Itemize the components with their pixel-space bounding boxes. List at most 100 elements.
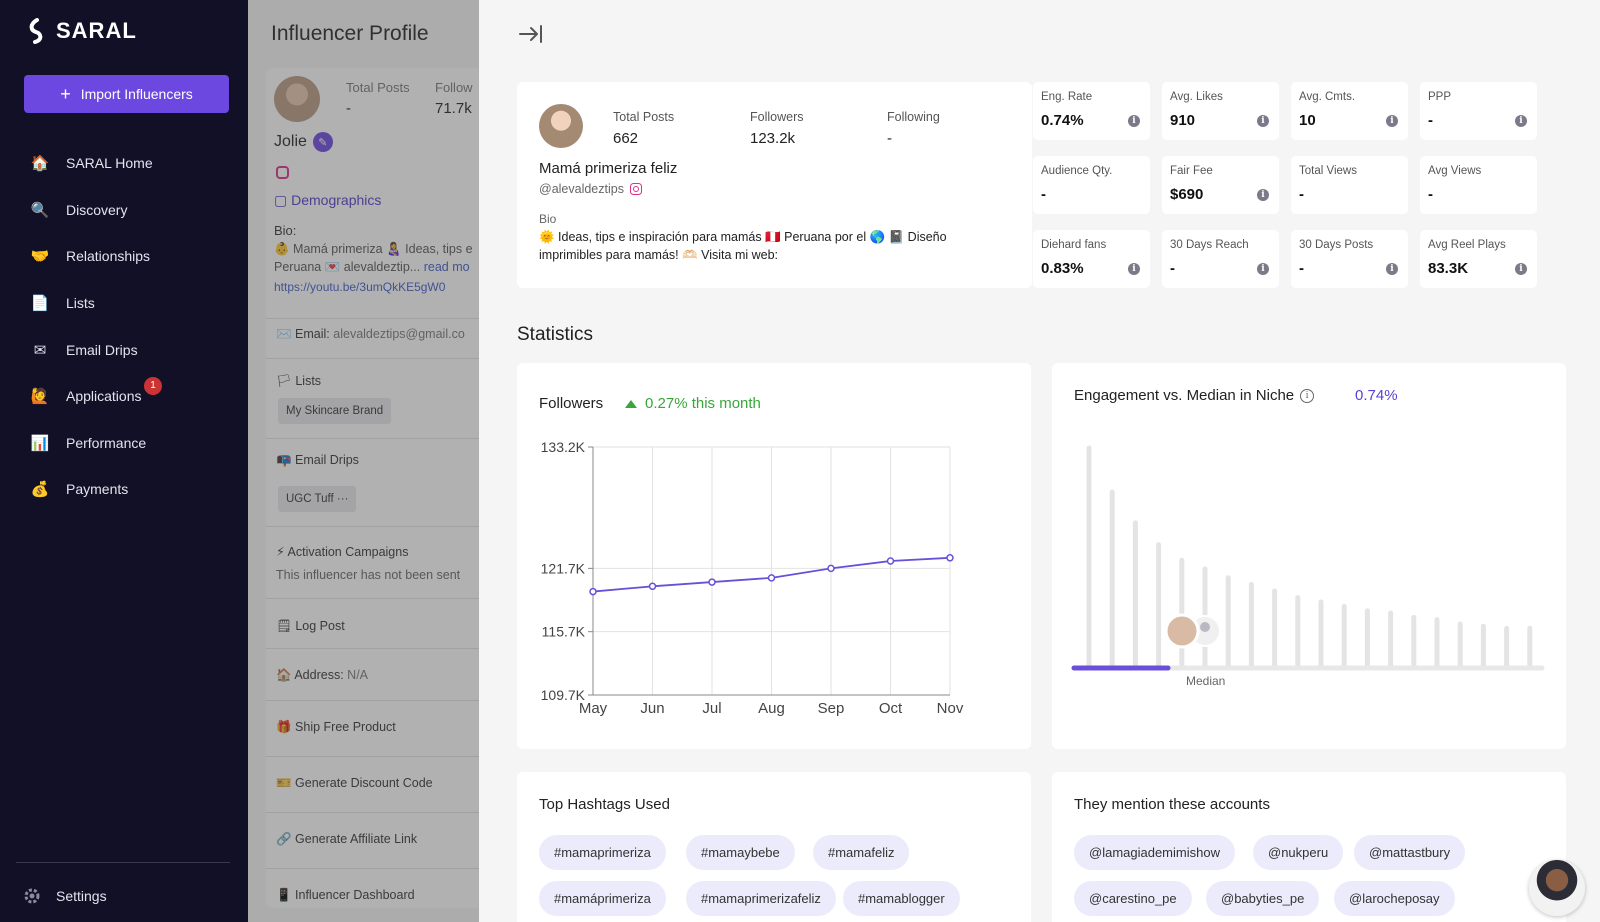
info-icon[interactable]: i	[1300, 388, 1315, 403]
nav-item[interactable]: 🙋 Applications 1	[30, 373, 162, 420]
followers-label: Followers	[750, 110, 804, 124]
tag-chip[interactable]: @carestino_pe	[1074, 881, 1192, 916]
tag-chip[interactable]: @babyties_pe	[1206, 881, 1320, 916]
total-posts-value: 662	[613, 130, 639, 147]
tag-chip[interactable]: #mamaprimerizafeliz	[686, 881, 836, 916]
info-icon[interactable]: i	[1515, 115, 1527, 127]
generate-discount-code-button[interactable]: 🎫 Generate Discount Code	[276, 776, 433, 790]
demographics-link[interactable]: ▢ Demographics	[274, 192, 381, 209]
magnifier-icon: 🔍	[30, 201, 50, 219]
email-label: ✉️ Email:	[276, 327, 330, 341]
document-icon: 📄	[30, 295, 50, 313]
metric-label: Avg. Likes	[1170, 91, 1223, 103]
saral-logo[interactable]: SARAL	[26, 18, 137, 44]
nav-item[interactable]: 🔍 Discovery	[30, 187, 153, 234]
metric-label: 30 Days Reach	[1170, 239, 1249, 251]
address-label: 🏠 Address:	[276, 668, 344, 682]
metric-value: 910	[1170, 112, 1196, 129]
collapse-drawer-icon[interactable]	[518, 22, 544, 46]
metric-tile: Total Views -	[1291, 156, 1408, 214]
generate-affiliate-link-button[interactable]: 🔗 Generate Affiliate Link	[276, 832, 418, 846]
engagement-value: 0.74%	[1355, 387, 1398, 404]
bg-bio-content: 👶 Mamá primeriza 👩‍🍼 Ideas, tips e Perua…	[274, 242, 473, 274]
tag-chip[interactable]: @lamagiademimishow	[1074, 835, 1235, 870]
import-influencers-label: Import Influencers	[80, 86, 193, 102]
info-icon[interactable]: i	[1515, 263, 1527, 275]
metric-value: -	[1041, 186, 1046, 203]
nav-item[interactable]: 🤝 Relationships	[30, 233, 153, 280]
tag-chip[interactable]: #mamafeliz	[813, 835, 910, 870]
money-bag-icon: 💰	[30, 481, 50, 499]
log-post-button[interactable]: 🗒 Log Post	[276, 619, 345, 633]
envelope-icon: ✉	[33, 341, 47, 359]
statistics-heading: Statistics	[517, 324, 594, 345]
info-icon[interactable]: i	[1386, 115, 1398, 127]
nav-list: 🏠 SARAL Home 🔍 Discovery 🤝 Relationships 📄 List…	[30, 140, 162, 513]
instagram-icon[interactable]	[276, 166, 289, 179]
nav-item[interactable]: 💰 Payments	[30, 466, 153, 513]
info-icon[interactable]: i	[1257, 115, 1269, 127]
metric-tile: Diehard fans 0.83% i	[1033, 230, 1150, 288]
metric-value: -	[1170, 260, 1175, 277]
info-icon[interactable]: i	[1257, 263, 1269, 275]
metric-tile: Fair Fee $690 i	[1162, 156, 1279, 214]
info-icon[interactable]: i	[1386, 263, 1398, 275]
x-tick-label: May	[579, 700, 608, 717]
plus-icon: +	[60, 84, 71, 104]
nav-item-label: Relationships	[66, 248, 151, 265]
nav-item-settings[interactable]: Settings	[22, 886, 107, 906]
settings-label: Settings	[56, 888, 107, 904]
read-more-link[interactable]: read mo	[423, 260, 470, 274]
support-chat-avatar[interactable]	[1529, 860, 1585, 916]
import-influencers-button[interactable]: + Import Influencers	[24, 75, 229, 113]
data-point	[946, 554, 954, 562]
ship-free-product-button[interactable]: 🎁 Ship Free Product	[276, 720, 396, 734]
edit-pencil-icon[interactable]: ✎	[312, 132, 333, 152]
tag-chip[interactable]: @mattastbury	[1354, 835, 1466, 870]
metric-value: 10	[1299, 112, 1316, 129]
address-row: 🏠 Address: N/A	[276, 668, 368, 683]
metric-label: Avg. Cmts.	[1299, 91, 1356, 103]
info-icon[interactable]: i	[1128, 263, 1140, 275]
nav-item[interactable]: 📊 Performance	[30, 420, 153, 467]
metric-value: -	[1299, 260, 1304, 277]
info-icon[interactable]: i	[1257, 189, 1269, 201]
profile-handle[interactable]: @alevaldeztips	[539, 182, 642, 196]
tag-chip[interactable]: #mamaprimeriza	[539, 835, 666, 870]
metric-value: -	[1299, 186, 1304, 203]
instagram-icon[interactable]	[629, 183, 642, 195]
info-icon[interactable]: i	[1128, 115, 1140, 127]
nav-item[interactable]: 🏠 SARAL Home	[30, 140, 153, 187]
bg-bio-label: Bio:	[274, 223, 297, 238]
mentions-card: They mention these accounts @lamagiademi…	[1052, 772, 1566, 922]
mentions-title: They mention these accounts	[1074, 796, 1270, 813]
followers-growth: 0.27% this month	[625, 395, 761, 412]
nav-item-label: Lists	[66, 295, 95, 312]
influencer-dashboard-button[interactable]: 📱 Influencer Dashboard	[276, 888, 415, 902]
nav-item-label: Payments	[66, 481, 129, 498]
profile-name: Mamá primeriza feliz	[539, 160, 678, 177]
youtube-link[interactable]: https://youtu.be/3umQkKE5gW0	[274, 280, 446, 294]
nav-item[interactable]: ✉ Email Drips	[30, 326, 153, 373]
divider	[266, 358, 479, 359]
list-chip[interactable]: My Skincare Brand	[278, 398, 392, 424]
influencer-name-text: Jolie	[274, 133, 307, 150]
address-value: N/A	[347, 668, 369, 682]
metric-tile: 30 Days Reach - i	[1162, 230, 1279, 288]
divider	[266, 526, 479, 527]
profile-card: Total Posts 662 Followers 123.2k Followi…	[517, 82, 1032, 288]
email-drip-chip[interactable]: UGC Tuff ···	[278, 486, 357, 512]
tag-chip[interactable]: @nukperu	[1253, 835, 1344, 870]
email-value: alevaldeztips@gmail.co	[333, 327, 465, 341]
nav-item[interactable]: 📄 Lists	[30, 280, 153, 327]
tag-chip[interactable]: #mamáprimeriza	[539, 881, 666, 916]
tag-chip[interactable]: @larocheposay	[1334, 881, 1455, 916]
metric-value: -	[1428, 186, 1433, 203]
metric-value: $690	[1170, 186, 1204, 203]
data-point	[648, 582, 657, 591]
followers-value: 123.2k	[750, 130, 796, 147]
tag-chip[interactable]: #mamaybebe	[686, 835, 795, 870]
profile-handle-text: @alevaldeztips	[539, 182, 624, 196]
tag-chip[interactable]: #mamablogger	[843, 881, 960, 916]
